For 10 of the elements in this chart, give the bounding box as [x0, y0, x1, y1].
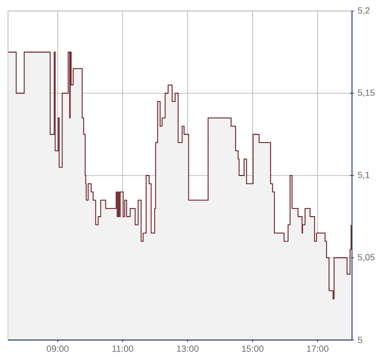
y-tick-label: 5,1: [358, 172, 370, 180]
x-tick-label: 09:00: [46, 346, 69, 352]
y-tick-label: 5: [358, 336, 362, 344]
y-tick-label: 5,2: [358, 7, 370, 15]
x-tick-label: 15:00: [242, 346, 264, 352]
y-tick-label: 5,15: [358, 90, 375, 97]
x-tick-label: 13:00: [177, 346, 199, 352]
x-tick-label: 11:00: [112, 346, 134, 352]
x-tick-label: 17:00: [307, 346, 328, 352]
y-tick-label: 5,05: [358, 254, 375, 262]
